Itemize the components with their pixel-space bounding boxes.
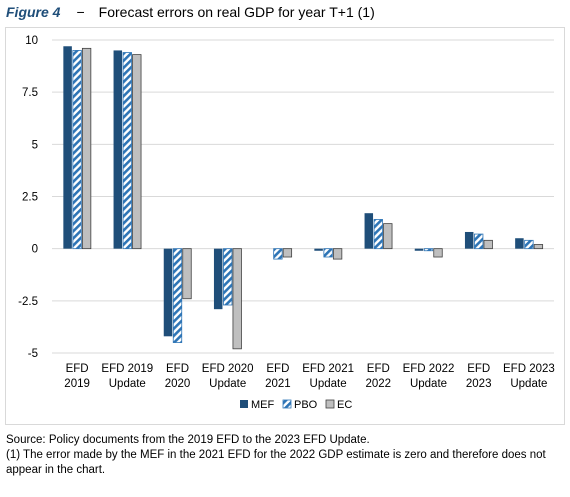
bar-mef [163, 248, 173, 337]
bar-ec [533, 244, 544, 250]
bar-pbo [72, 50, 82, 250]
bar-pbo [373, 219, 383, 250]
legend-swatch-ec [325, 399, 335, 409]
bar-mef [213, 248, 223, 310]
bar-pbo [172, 248, 183, 343]
chart-area: 10 7.5 5 2.5 0 -2.5 -5 EFD 2019 EFD 2019 Update EFD… [5, 27, 565, 425]
y-tick-label: 5 [32, 139, 38, 151]
x-tick-label: EFD [166, 363, 189, 375]
bar-ec [332, 248, 343, 260]
x-tick-label: Update [510, 378, 547, 390]
bar-pbo [423, 248, 434, 252]
y-tick-label: 0 [32, 244, 38, 256]
bar-ec [132, 54, 142, 250]
figure-title-row: Figure 4− Forecast errors on real GDP for… [6, 4, 375, 20]
bar-ec [282, 248, 293, 258]
x-tick-label: Update [109, 378, 146, 390]
y-tick-label: 10 [25, 35, 38, 47]
x-tick-label: 2021 [265, 378, 291, 390]
x-tick-label: Update [209, 378, 246, 390]
y-tick-label: -5 [28, 348, 38, 360]
title-separator: − [76, 4, 85, 20]
bar-pbo [524, 239, 534, 250]
source-note: Source: Policy documents from the 2019 E… [6, 434, 370, 446]
x-tick-label: Update [410, 378, 447, 390]
legend-label-mef: MEF [251, 399, 275, 411]
bar-pbo [223, 248, 233, 306]
x-tick-label: EFD [66, 363, 89, 375]
figure-title: Forecast errors on real GDP for year T+1… [98, 4, 375, 20]
bar-mef [113, 50, 123, 249]
x-tick-label: EFD 2019 [101, 363, 153, 375]
bar-ec [483, 239, 493, 250]
bar-mef [364, 213, 374, 249]
figure-label: Figure 4 [6, 4, 61, 20]
legend-label-pbo: PBO [294, 399, 318, 411]
x-tick-label: 2019 [64, 378, 90, 390]
y-tick-label: -2.5 [18, 296, 38, 308]
legend-swatch-mef [240, 400, 248, 408]
x-tick-label: EFD 2020 [202, 363, 254, 375]
bar-ec [433, 248, 443, 258]
bar-ec [232, 248, 242, 350]
bar-mef [464, 231, 474, 249]
x-tick-label: EFD [467, 363, 490, 375]
y-tick-label: 2.5 [22, 192, 38, 204]
x-tick-label: EFD 2022 [403, 363, 455, 375]
bar-pbo [273, 248, 283, 260]
x-tick-label: EFD [367, 363, 390, 375]
x-tick-label: 2023 [466, 378, 492, 390]
legend-swatch-pbo [282, 399, 292, 409]
chart-svg: 10 7.5 5 2.5 0 -2.5 -5 EFD 2019 EFD 2019 Update EFD… [18, 35, 555, 411]
footnote: (1) The error made by the MEF in the 202… [6, 449, 546, 476]
x-tick-label: 2022 [366, 378, 392, 390]
x-tick-label: EFD [266, 363, 289, 375]
bar-ec [81, 47, 92, 250]
bar-mef [314, 248, 323, 251]
bar-mef [63, 46, 72, 249]
x-tick-label: 2020 [165, 378, 191, 390]
bar-pbo [323, 248, 333, 258]
bar-ec [383, 223, 393, 250]
bar-mef [414, 248, 424, 251]
bar-pbo [474, 233, 484, 250]
bar-mef [515, 238, 524, 249]
x-tick-label: EFD 2023 [503, 363, 555, 375]
bar-ec [182, 248, 192, 300]
x-tick-label: Update [310, 378, 347, 390]
footer-notes: Source: Policy documents from the 2019 E… [6, 433, 564, 478]
legend-label-ec: EC [337, 399, 352, 411]
y-tick-label: 7.5 [22, 87, 38, 99]
bar-pbo [122, 52, 132, 250]
x-tick-label: EFD 2021 [302, 363, 354, 375]
